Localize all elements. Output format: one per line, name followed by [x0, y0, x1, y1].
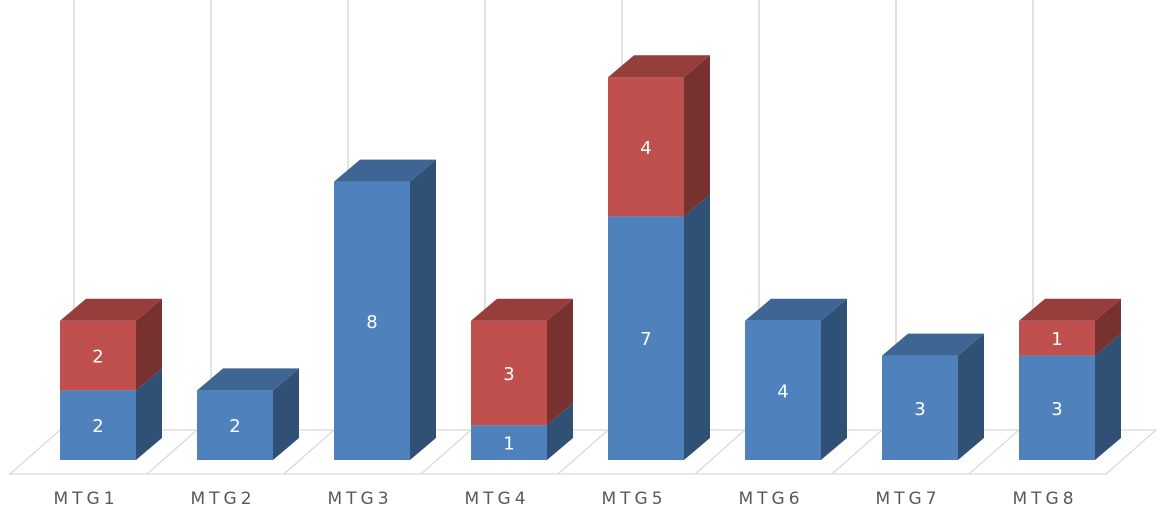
bar-side [684, 55, 710, 217]
data-label: 4 [640, 138, 651, 159]
floor-divider [968, 429, 1020, 475]
data-label: 2 [92, 416, 103, 437]
bar-side [136, 298, 162, 391]
bar-side [547, 403, 573, 460]
x-tick-label: MTG5 [601, 489, 666, 509]
bar-side [136, 368, 162, 460]
data-label: 3 [1051, 399, 1062, 420]
floor-plane [8, 429, 1158, 475]
bar-top [882, 333, 984, 356]
bar-group-mtg3: 8 [334, 159, 436, 460]
data-label: 8 [366, 312, 377, 333]
bar-segment-mtg1-s2: 2 [60, 298, 162, 391]
bar-front [745, 320, 821, 460]
bar-group-mtg6: 4 [745, 298, 847, 460]
data-label: 1 [1051, 329, 1062, 350]
bar-front [882, 355, 958, 460]
bar-side [547, 298, 573, 426]
bar-segment-mtg3-s1: 8 [334, 159, 436, 460]
bar-top [1019, 298, 1121, 321]
floor-divider [557, 429, 609, 475]
data-label: 3 [503, 364, 514, 385]
bar-side [410, 159, 436, 460]
bar-segment-mtg2-s1: 2 [197, 368, 299, 460]
bar-top [471, 298, 573, 321]
bar-front [471, 425, 547, 460]
bar-segment-mtg8-s2: 1 [1019, 298, 1121, 356]
bar-segment-mtg8-s1: 3 [1019, 333, 1121, 460]
chart-floor [8, 429, 1158, 475]
bar-segment-mtg4-s1: 1 [471, 403, 573, 460]
x-tick-label: MTG8 [1012, 489, 1077, 509]
bar-front [1019, 320, 1095, 356]
floor-divider [420, 429, 472, 475]
floor-divider [146, 429, 198, 475]
x-tick-label: MTG1 [53, 489, 118, 509]
bar-side [1095, 298, 1121, 356]
bar-top [60, 298, 162, 321]
bar-segment-mtg6-s1: 4 [745, 298, 847, 460]
bar-segment-mtg1-s1: 2 [60, 368, 162, 460]
floor-divider [831, 429, 883, 475]
bar-front [1019, 355, 1095, 460]
bar-segment-mtg5-s2: 4 [608, 55, 710, 217]
x-tick-label: MTG4 [464, 489, 529, 509]
bar-group-mtg1: 22 [60, 298, 162, 460]
bar-group-mtg8: 31 [1019, 298, 1121, 460]
bar-group-mtg5: 74 [608, 55, 710, 460]
bar-top [745, 298, 847, 321]
floor-divider [283, 429, 335, 475]
x-tick-label: MTG7 [875, 489, 940, 509]
bar-front [60, 390, 136, 460]
bar-top [608, 55, 710, 78]
bar-segment-mtg5-s1: 7 [608, 194, 710, 460]
bar-front [471, 320, 547, 426]
x-tick-label: MTG6 [738, 489, 803, 509]
bar-side [821, 298, 847, 460]
bar-front [608, 216, 684, 460]
data-label: 4 [777, 381, 788, 402]
bar-side [1095, 333, 1121, 460]
x-tick-label: MTG2 [190, 489, 255, 509]
data-label: 2 [92, 347, 103, 368]
bar-top [334, 159, 436, 182]
x-tick-label: MTG3 [327, 489, 392, 509]
bar-segment-mtg4-s2: 3 [471, 298, 573, 426]
x-axis-tick-labels: MTG1 MTG2 MTG3 MTG4 MTG5 MTG6 MTG7 MTG8 [53, 489, 1077, 509]
data-label: 7 [640, 329, 651, 350]
floor-divider [694, 429, 746, 475]
data-label: 3 [914, 399, 925, 420]
data-label: 1 [503, 434, 514, 455]
bar-side [958, 333, 984, 460]
bar-group-mtg4: 13 [471, 298, 573, 460]
bar-front [334, 181, 410, 460]
bar-group-mtg2: 2 [197, 368, 299, 460]
bar-group-mtg7: 3 [882, 333, 984, 460]
bar-front [60, 320, 136, 391]
bar-side [684, 194, 710, 460]
bar-front [608, 77, 684, 217]
data-label: 2 [229, 416, 240, 437]
bar-segment-mtg7-s1: 3 [882, 333, 984, 460]
bar-side [273, 368, 299, 460]
bar-top [197, 368, 299, 391]
bar-front [197, 390, 273, 460]
